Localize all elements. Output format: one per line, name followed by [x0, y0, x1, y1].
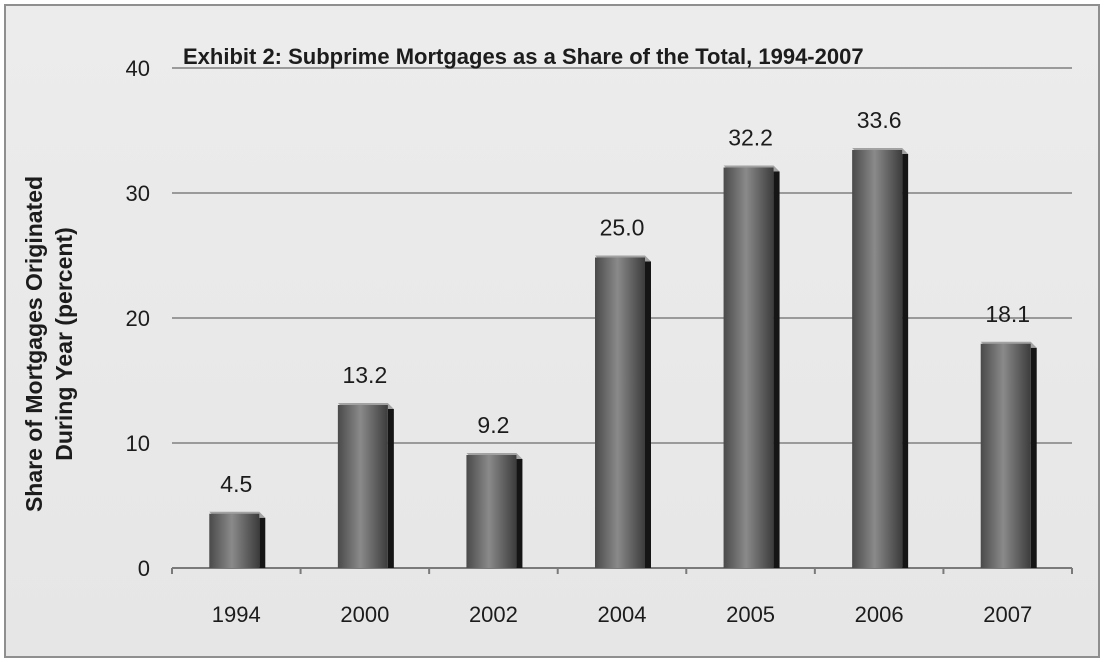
x-tick-label: 1994: [212, 602, 261, 627]
y-tick-label: 40: [126, 56, 150, 81]
bar-2002: [466, 453, 523, 568]
bar-side: [516, 459, 523, 568]
bar-face: [852, 150, 903, 568]
bar-2007: [980, 341, 1037, 568]
bar-2000: [337, 403, 394, 568]
y-axis-label-line-1: Share of Mortgages Originated: [21, 176, 47, 512]
data-label: 4.5: [220, 471, 252, 497]
data-label: 25.0: [600, 215, 645, 241]
y-tick-label: 10: [126, 431, 150, 456]
bar-2005: [723, 165, 780, 568]
bar-face: [595, 257, 645, 568]
bar-face: [209, 513, 260, 568]
x-tick-label: 2002: [469, 602, 518, 627]
x-tick-label: 2006: [855, 602, 904, 627]
bar-face: [980, 343, 1031, 568]
bar-side: [902, 154, 909, 568]
bar-2006: [852, 148, 909, 568]
bar-side: [1030, 347, 1037, 568]
bar-face: [466, 455, 517, 568]
bar-1994: [209, 511, 266, 568]
data-label: 9.2: [477, 412, 509, 438]
data-label: 33.6: [857, 107, 902, 133]
chart-title: Exhibit 2: Subprime Mortgages as a Share…: [183, 44, 864, 69]
bar-side: [387, 409, 394, 568]
x-tick-label: 2005: [726, 602, 775, 627]
bar-2004: [595, 255, 651, 568]
bar-side: [645, 261, 651, 568]
y-tick-label: 0: [138, 556, 150, 581]
x-tick-label: 2004: [598, 602, 647, 627]
data-label: 32.2: [728, 125, 773, 151]
chart-frame: [4, 4, 1100, 658]
bar-side: [773, 171, 780, 568]
data-label: 13.2: [342, 362, 387, 388]
y-tick-label: 30: [126, 181, 150, 206]
bar-face: [723, 167, 774, 568]
bars: [209, 148, 1037, 568]
bar-face: [337, 405, 388, 568]
y-axis-label-line-2: During Year (percent): [51, 227, 77, 460]
chart-text: Exhibit 2: Subprime Mortgages as a Share…: [21, 44, 1032, 627]
x-tick-label: 2007: [983, 602, 1032, 627]
x-tick-label: 2000: [340, 602, 389, 627]
data-label: 18.1: [985, 301, 1030, 327]
y-tick-label: 20: [126, 306, 150, 331]
bar-side: [259, 517, 266, 568]
